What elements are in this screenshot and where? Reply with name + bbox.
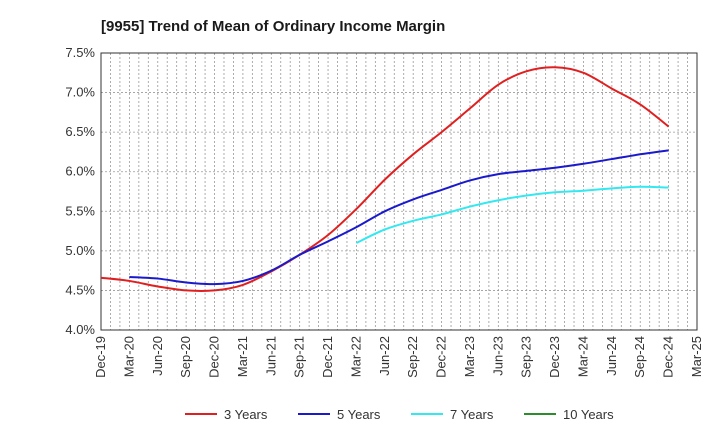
y-axis: 4.0% 4.5% 5.0% 5.5% 6.0% 6.5% 7.0% 7.5% [65,45,95,337]
x-tick-label: Jun-20 [150,336,165,376]
legend: 3 Years 5 Years 7 Years 10 Years [185,407,614,422]
x-tick-label: Dec-23 [547,336,562,378]
series-line-5-years [129,149,669,286]
x-tick-label: Sep-21 [292,336,307,378]
x-tick-label: Dec-19 [93,336,108,378]
x-tick-label: Mar-21 [235,336,250,377]
y-tick-label: 4.5% [65,282,95,297]
series-line-3-years [100,66,670,293]
x-tick-label: Dec-24 [661,336,676,378]
x-tick-label: Sep-23 [519,336,534,378]
x-tick-label: Jun-22 [377,336,392,376]
x-tick-label: Mar-20 [121,336,136,377]
grid [101,52,697,331]
x-tick-label: Sep-22 [405,336,420,378]
legend-label-10-years: 10 Years [563,407,614,422]
x-tick-label: Dec-20 [207,336,222,378]
legend-label-3-years: 3 Years [224,407,268,422]
x-tick-label: Sep-24 [632,336,647,378]
y-tick-label: 6.0% [65,164,95,179]
legend-label-5-years: 5 Years [337,407,381,422]
x-tick-label: Jun-23 [490,336,505,376]
series-line-7-years [356,185,669,244]
x-tick-label: Mar-22 [348,336,363,377]
x-tick-label: Jun-21 [263,336,278,376]
x-tick-label: Mar-24 [575,336,590,377]
x-tick-label: Mar-25 [689,336,704,377]
y-tick-label: 5.5% [65,203,95,218]
y-tick-label: 7.0% [65,85,95,100]
y-tick-label: 5.0% [65,243,95,258]
x-tick-label: Jun-24 [604,336,619,376]
y-tick-label: 6.5% [65,124,95,139]
x-tick-label: Dec-21 [320,336,335,378]
y-tick-label: 4.0% [65,322,95,337]
x-axis: Dec-19 Mar-20 Jun-20 Sep-20 Dec-20 Mar-21 Jun-… [93,336,704,378]
x-tick-label: Sep-20 [178,336,193,378]
chart-title: [9955] Trend of Mean of Ordinary Income … [101,18,445,35]
x-tick-label: Mar-23 [462,336,477,377]
legend-label-7-years: 7 Years [450,407,494,422]
y-tick-label: 7.5% [65,45,95,60]
series-lines [100,66,670,293]
plot-area [100,52,698,331]
x-tick-label: Dec-22 [434,336,449,378]
